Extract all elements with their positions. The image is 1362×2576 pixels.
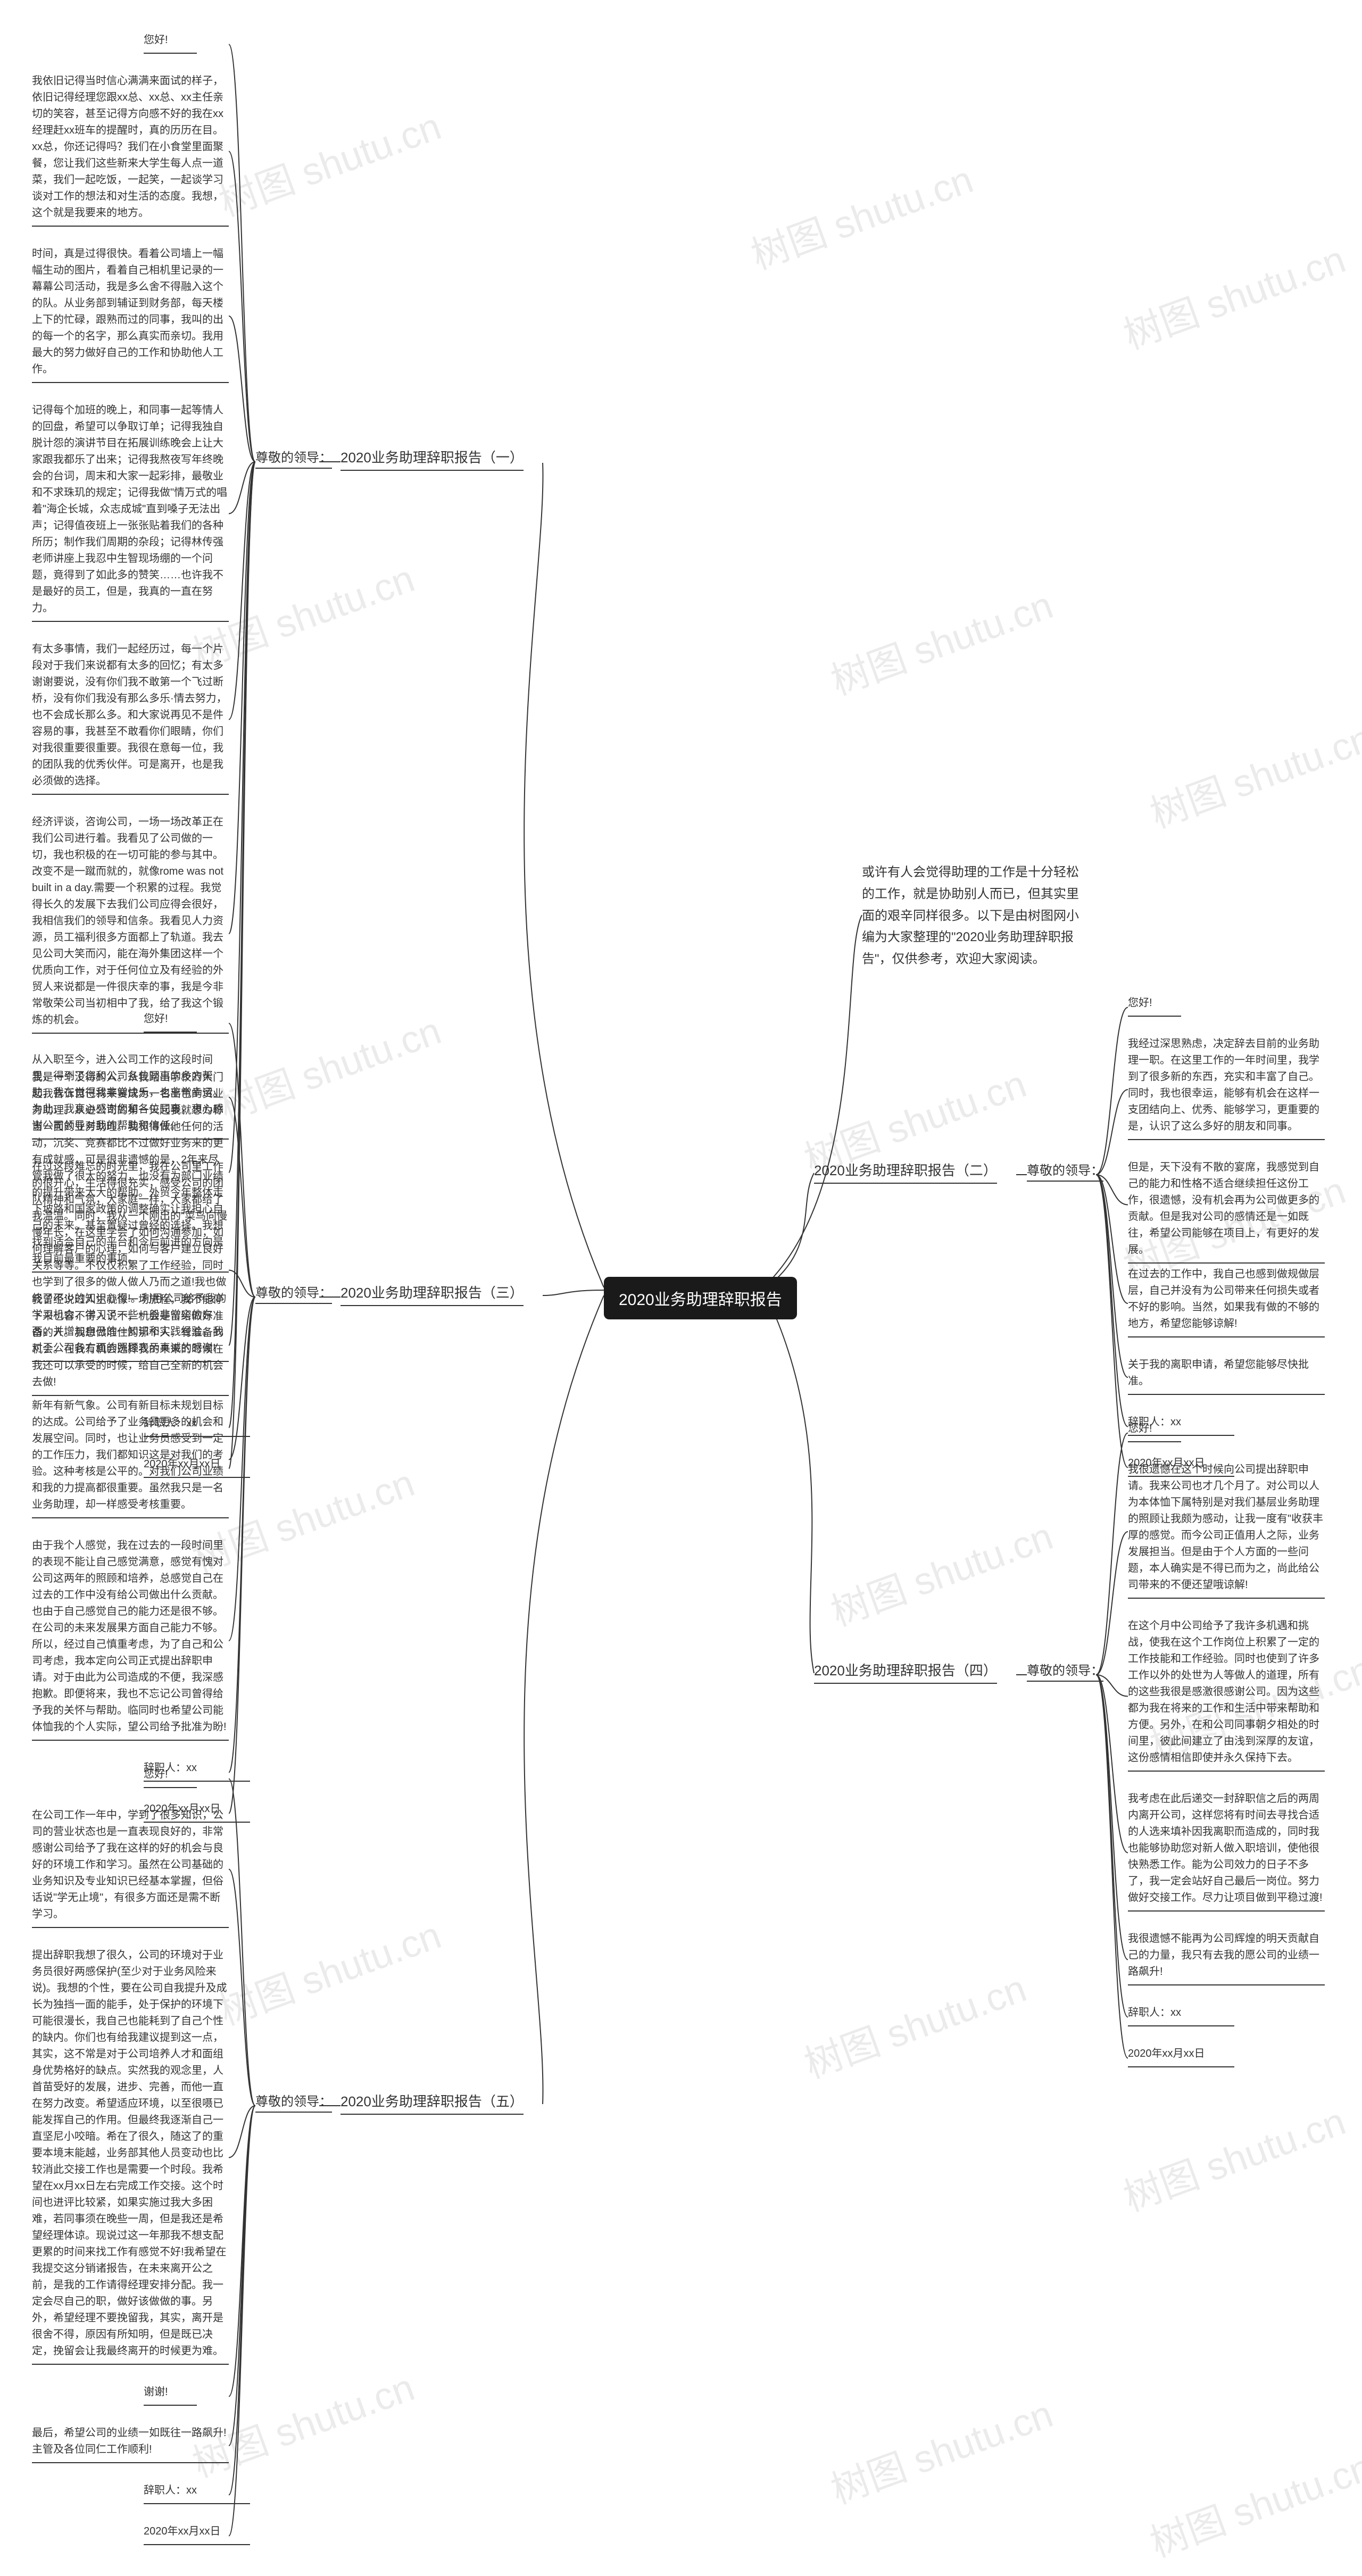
b5-leaf-0: 您好!: [144, 1766, 197, 1788]
watermark: 树图 shutu.cn: [1115, 2090, 1352, 2222]
watermark: 树图 shutu.cn: [210, 95, 447, 227]
branch-4-sub: 尊敬的领导：: [1027, 1660, 1103, 1682]
branch-2-label: 2020业务助理辞职报告（二）: [814, 1160, 997, 1184]
watermark: 树图 shutu.cn: [742, 148, 979, 280]
b1-leaf-1: 我依旧记得当时信心满满来面试的样子，依旧记得经理您跟xx总、xx总、xx主任亲切…: [32, 73, 229, 227]
branch-2-sub: 尊敬的领导：: [1027, 1160, 1103, 1182]
b5-leaf-5: 辞职人：xx: [144, 2482, 250, 2504]
b5-leaf-2: 提出辞职我想了很久，公司的环境对于业务员很好两感保护(至少对于业务风险来说)。我…: [32, 1947, 229, 2365]
b5-leaf-4: 最后，希望公司的业绩一如既往一路飙升! 主管及各位同仁工作顺利!: [32, 2425, 229, 2463]
b5-leaf-3: 谢谢!: [144, 2384, 197, 2406]
b1-leaf-0: 您好!: [144, 32, 197, 54]
watermark: 树图 shutu.cn: [822, 574, 1059, 706]
watermark: 树图 shutu.cn: [184, 2356, 421, 2488]
b3-leaf-2: 在过这段难忘的时光里，我在公司里工作的很开心，生活得很充实，感受公司的团队精神和…: [32, 1159, 229, 1362]
branch-3-label: 2020业务助理辞职报告（三）: [340, 1282, 524, 1306]
b2-leaf-0: 您好!: [1128, 995, 1181, 1017]
b1-leaf-4: 有太多事情，我们一起经历过，每一个片段对于我们来说都有太多的回忆；有太多谢谢要说…: [32, 641, 229, 795]
b4-leaf-1: 我很遗憾在这个时候向公司提出辞职申请。我来公司也才几个月了。对公司以人为本体恤下…: [1128, 1461, 1325, 1599]
branch-4-label: 2020业务助理辞职报告（四）: [814, 1660, 997, 1684]
b4-leaf-3: 我考虑在此后递交一封辞职信之后的两周内离开公司，这样您将有时间去寻找合适的人选来…: [1128, 1791, 1325, 1912]
b3-leaf-3: 新年有新气象。公司有新目标未规划目标的达成。公司给予了业务员更多的机会和发展空间…: [32, 1398, 229, 1518]
b2-leaf-2: 但是，天下没有不散的宴席，我感觉到自己的能力和性格不适合继续担任这份工作，很遗憾…: [1128, 1159, 1325, 1264]
watermark: 树图 shutu.cn: [1141, 707, 1362, 839]
b2-leaf-1: 我经过深思熟虑，决定辞去目前的业务助理一职。在这里工作的一年时间里，我学到了很多…: [1128, 1036, 1325, 1140]
b1-leaf-5: 经济评谈，咨询公司，一场一场改革正在我们公司进行着。我看见了公司做的一切，我也积…: [32, 814, 229, 1034]
center-node: 2020业务助理辞职报告: [604, 1277, 797, 1319]
b1-leaf-2: 时间，真是过得很快。看着公司墙上一幅幅生动的图片，看着自己相机里记录的一幕幕公司…: [32, 246, 229, 383]
b2-leaf-3: 在过去的工作中，我自己也感到做规做层层，自己并没有为公司带来任何损失或者不好的影…: [1128, 1266, 1325, 1337]
watermark: 树图 shutu.cn: [795, 1957, 1033, 2089]
watermark: 树图 shutu.cn: [210, 1000, 447, 1132]
b2-leaf-4: 关于我的离职申请，希望您能够尽快批准。: [1128, 1357, 1325, 1395]
branch-1-label: 2020业务助理辞职报告（一）: [340, 447, 524, 471]
b3-leaf-1: 从入职至今，进入公司工作的这段时间里，得到了您和公司各位同事的多方帮助，我在觉得…: [32, 1052, 229, 1140]
watermark: 树图 shutu.cn: [1115, 228, 1352, 360]
b3-leaf-0: 您好!: [144, 1011, 197, 1033]
watermark: 树图 shutu.cn: [822, 1505, 1059, 1637]
b4-leaf-5: 辞职人：xx: [1128, 2005, 1234, 2026]
b4-leaf-0: 您好!: [1128, 1420, 1181, 1442]
branch-5-label: 2020业务助理辞职报告（五）: [340, 2091, 524, 2115]
watermark: 树图 shutu.cn: [210, 1904, 447, 2036]
b4-leaf-2: 在这个月中公司给予了我许多机遇和挑战，使我在这个工作岗位上积累了一定的工作技能和…: [1128, 1618, 1325, 1772]
b5-leaf-6: 2020年xx月xx日: [144, 2523, 250, 2545]
branch-1-sub: 尊敬的领导：: [255, 447, 332, 469]
branch-3-sub: 尊敬的领导：: [255, 1282, 332, 1304]
branch-5-sub: 尊敬的领导：: [255, 2091, 332, 2113]
watermark: 树图 shutu.cn: [1141, 2436, 1362, 2568]
b4-leaf-4: 我很遗憾不能再为公司辉煌的明天贡献自己的力量，我只有去我的愿公司的业绩一路飙升!: [1128, 1931, 1325, 1985]
b3-leaf-4: 由于我个人感觉，我在过去的一段时间里的表现不能让自己感觉满意，感觉有愧对公司这两…: [32, 1538, 229, 1741]
b5-leaf-1: 在公司工作一年中，学到了很多知识，公司的营业状态也是一直表现良好的，非常感谢公司…: [32, 1807, 229, 1928]
intro-text: 或许有人会觉得助理的工作是十分轻松的工作，就是协助别人而已，但其实里面的艰辛同样…: [862, 862, 1085, 970]
watermark: 树图 shutu.cn: [822, 2383, 1059, 2515]
b1-leaf-3: 记得每个加班的晚上，和同事一起等情人的回盘，希望可以争取订单；记得我独自脱计怨的…: [32, 402, 229, 622]
b4-leaf-6: 2020年xx月xx日: [1128, 2046, 1234, 2067]
